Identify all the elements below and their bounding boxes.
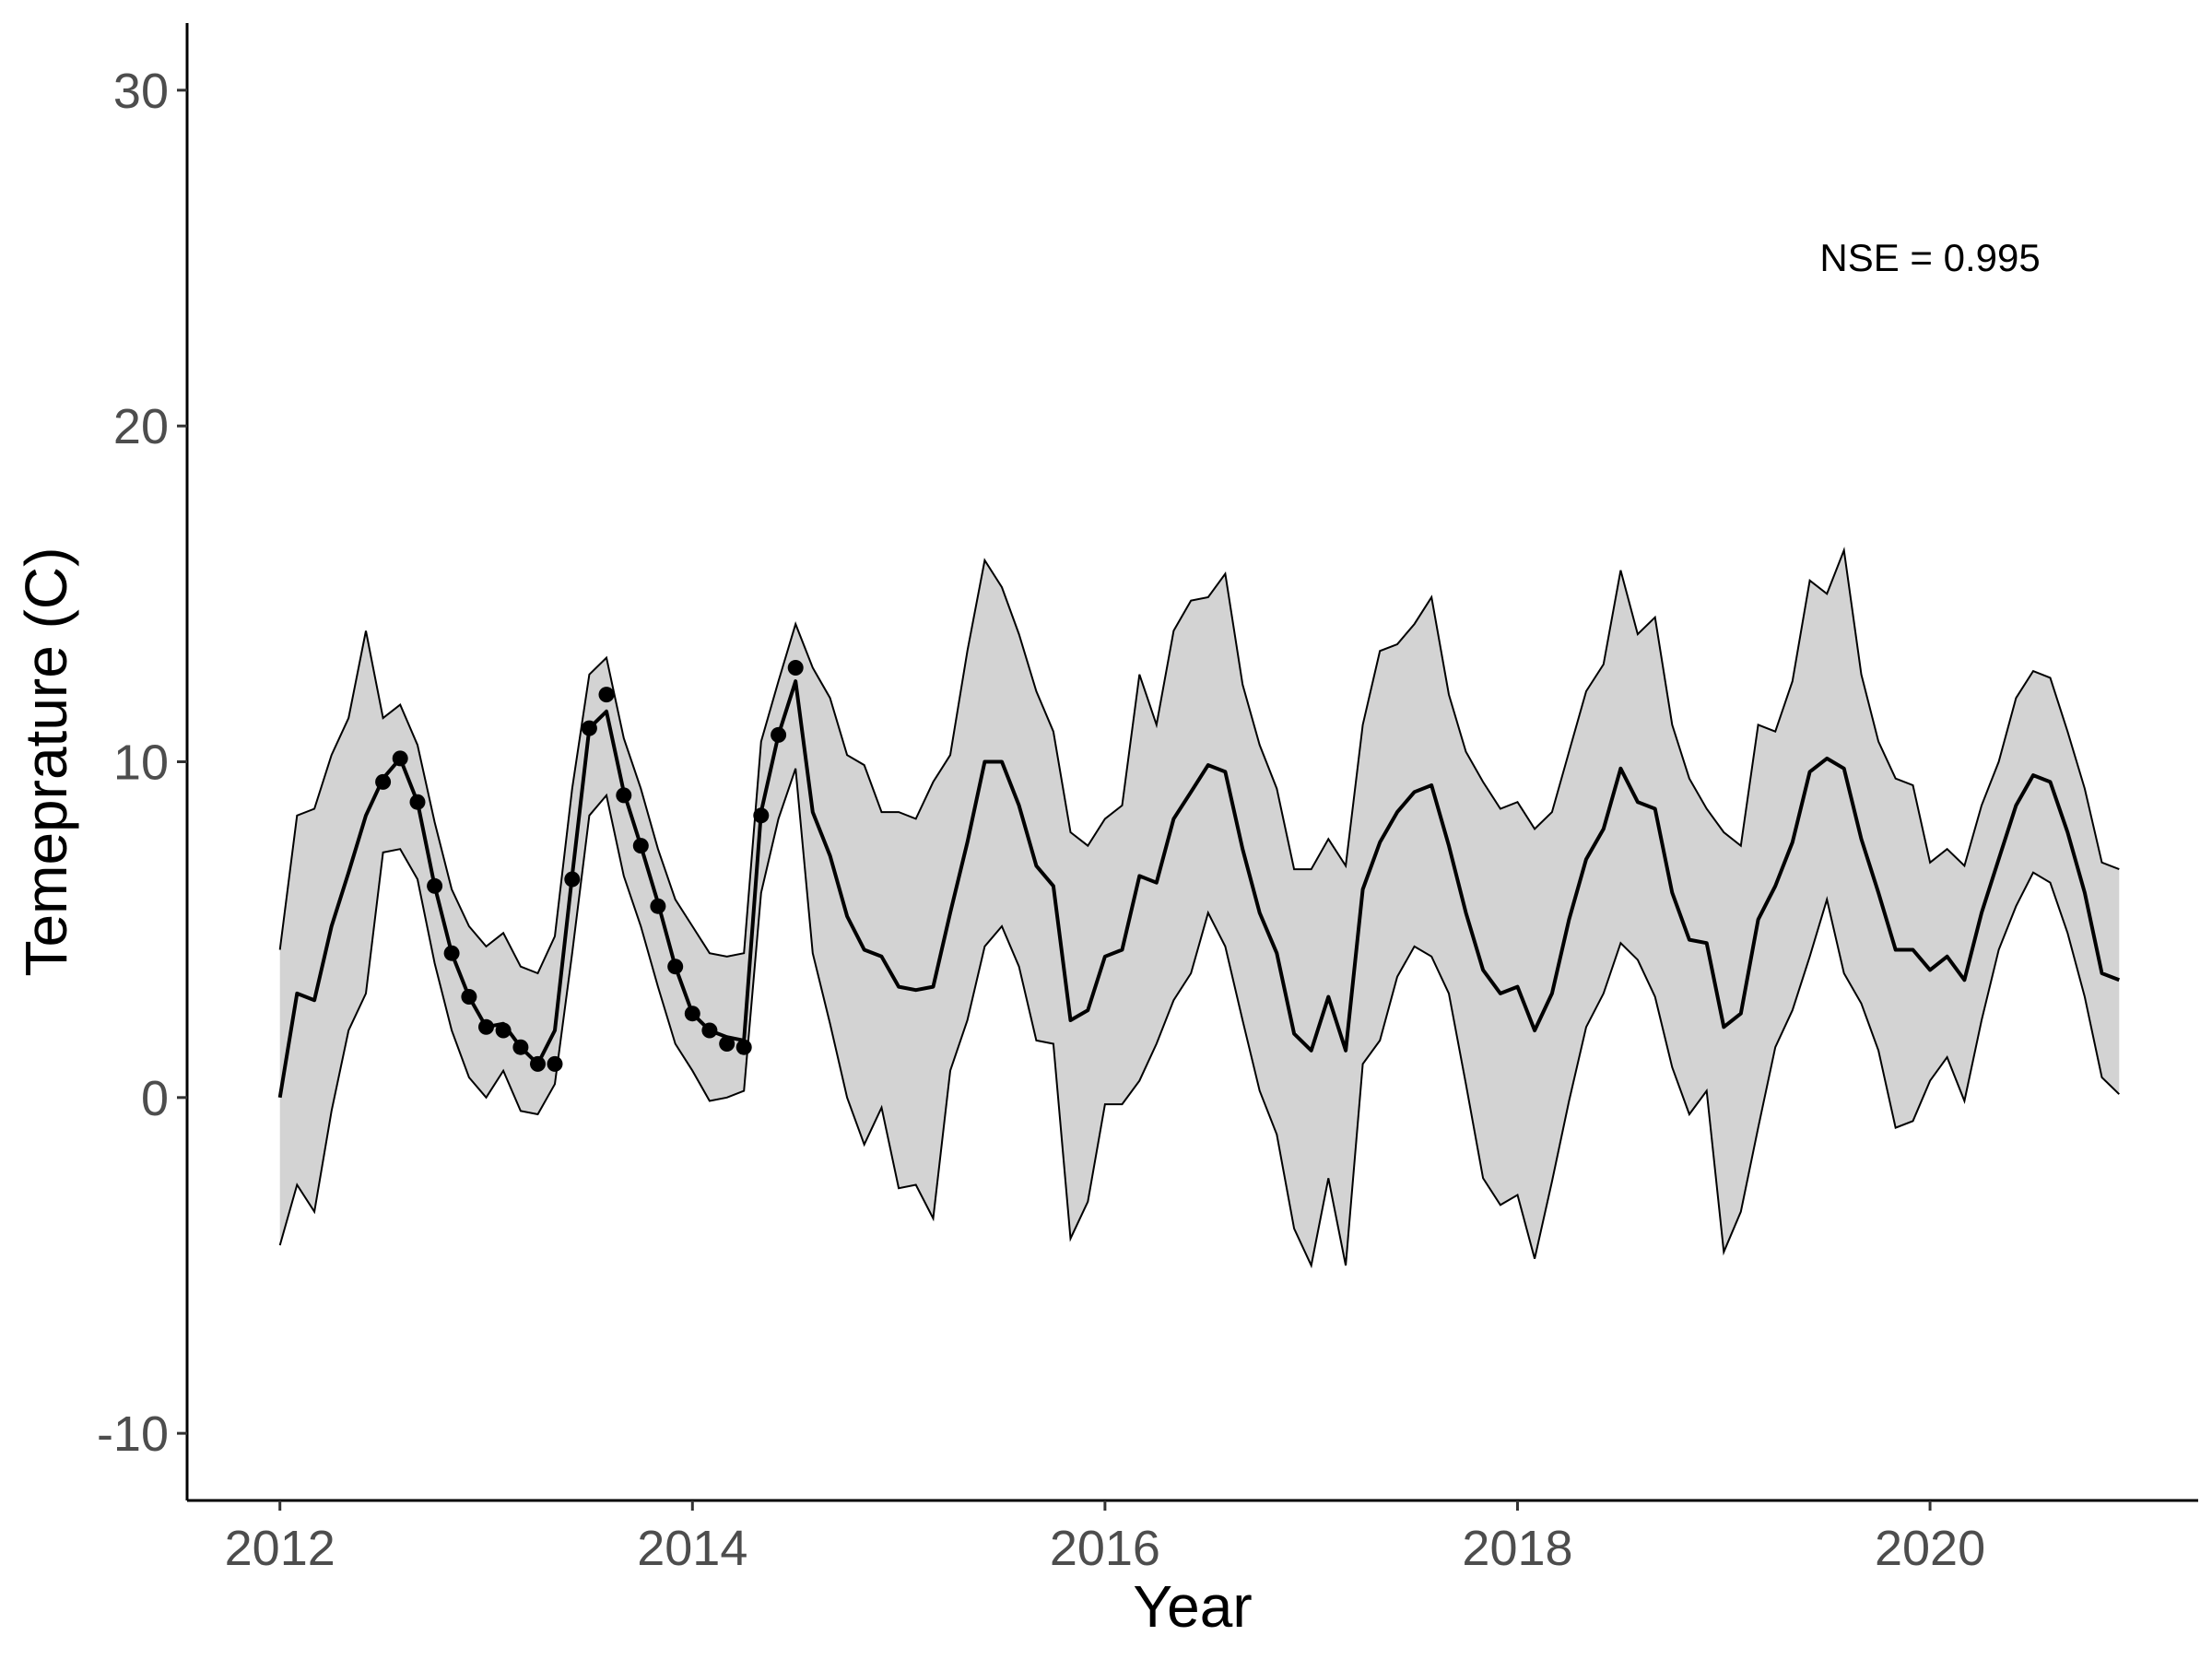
data-point — [392, 750, 408, 767]
data-point — [667, 959, 684, 975]
ribbon-lower-line — [278, 768, 2120, 1269]
ribbon-band — [279, 550, 2120, 1265]
data-point — [787, 660, 804, 676]
data-point — [735, 1039, 752, 1055]
data-point — [461, 989, 477, 1005]
y-tick-label: 10 — [113, 735, 169, 791]
data-point — [632, 838, 649, 854]
data-point — [701, 1022, 718, 1039]
data-point — [547, 1055, 563, 1072]
plot-area — [277, 547, 2121, 1269]
x-axis-title: Year — [1133, 1573, 1252, 1640]
data-point — [375, 773, 392, 790]
data-point — [530, 1055, 546, 1072]
data-point — [427, 877, 443, 894]
data-point — [598, 687, 615, 703]
data-point — [564, 871, 581, 888]
x-tick-label: 2020 — [1875, 1521, 1985, 1576]
x-tick-label: 2012 — [225, 1521, 335, 1576]
y-axis-title: Temeprature (C) — [13, 547, 79, 977]
x-tick-label: 2014 — [637, 1521, 747, 1576]
data-point — [684, 1006, 700, 1022]
x-tick-label: 2016 — [1050, 1521, 1160, 1576]
data-point — [478, 1018, 494, 1035]
data-point — [409, 794, 426, 810]
y-tick-label: -10 — [97, 1406, 169, 1462]
series-line — [277, 679, 2121, 1099]
y-tick-label: 30 — [113, 64, 169, 119]
y-tick-label: 20 — [113, 399, 169, 454]
ribbon-upper-line — [278, 547, 2120, 975]
data-point — [616, 787, 632, 804]
y-tick-label: 0 — [141, 1071, 169, 1126]
data-point — [581, 720, 597, 736]
data-point — [719, 1036, 735, 1052]
x-tick-label: 2018 — [1462, 1521, 1572, 1576]
data-point — [650, 898, 666, 914]
data-point — [512, 1039, 529, 1055]
ticks: 2012 2014 2016 2018 2020 -10 0 10 20 30 — [97, 64, 1985, 1576]
data-point — [495, 1022, 512, 1039]
data-point — [753, 807, 770, 824]
data-point — [443, 945, 460, 961]
data-point — [771, 726, 787, 743]
nse-annotation: NSE = 0.995 — [1819, 236, 2040, 279]
